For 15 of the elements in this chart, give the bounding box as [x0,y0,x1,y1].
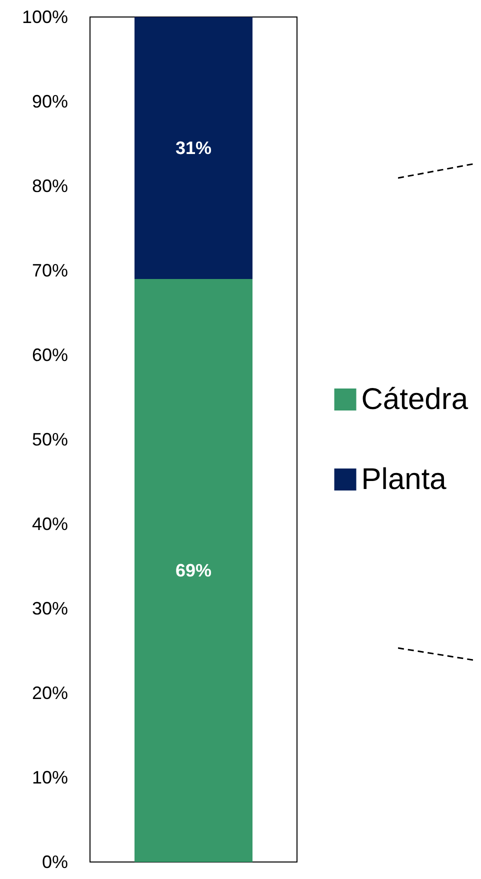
y-tick-label: 90% [32,92,68,112]
y-tick-label: 70% [32,260,68,280]
y-tick-label: 50% [32,430,68,450]
y-tick-label: 60% [32,345,68,365]
y-tick-label: 20% [32,683,68,703]
y-tick-label: 30% [32,598,68,618]
y-tick-label: 0% [42,852,68,872]
y-tick-label: 80% [32,176,68,196]
legend-label: Cátedra [361,383,468,416]
y-tick-label: 10% [32,768,68,788]
data-label: 69% [175,560,212,580]
y-tick-label: 40% [32,514,68,534]
data-label: 31% [175,138,212,158]
y-tick-label: 100% [22,7,68,27]
legend-label: Planta [361,463,447,496]
